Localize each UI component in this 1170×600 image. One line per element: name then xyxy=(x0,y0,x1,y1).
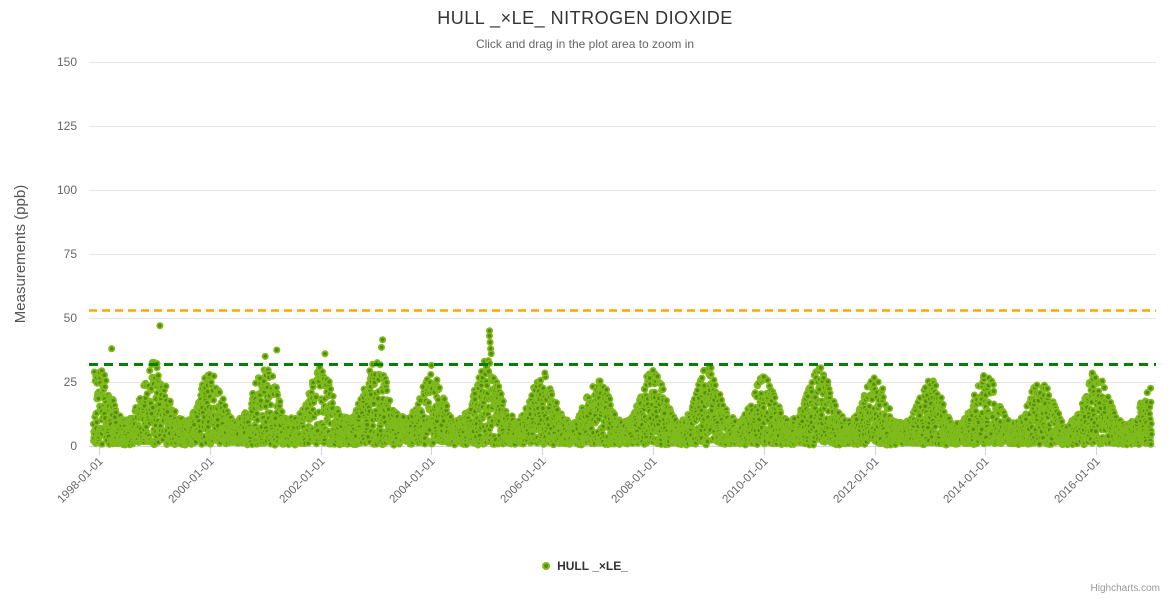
data-point[interactable] xyxy=(326,385,335,393)
data-point[interactable] xyxy=(499,397,507,405)
data-point[interactable] xyxy=(653,372,661,380)
data-point[interactable] xyxy=(611,410,619,419)
data-point[interactable] xyxy=(112,408,120,416)
data-point[interactable] xyxy=(253,410,261,418)
data-point[interactable] xyxy=(548,391,556,399)
data-point[interactable] xyxy=(276,398,284,406)
data-point[interactable] xyxy=(771,394,779,402)
data-point[interactable] xyxy=(552,399,560,407)
data-point[interactable] xyxy=(146,367,154,375)
data-point[interactable] xyxy=(443,402,451,410)
data-point[interactable] xyxy=(879,393,887,401)
x-axis-label: 2006-01-01 xyxy=(499,456,549,506)
data-point[interactable] xyxy=(267,401,275,409)
data-point[interactable] xyxy=(931,423,939,431)
data-point[interactable] xyxy=(707,370,715,378)
chart-title: HULL _×LE_ NITROGEN DIOXIDE xyxy=(437,8,733,28)
data-point[interactable] xyxy=(162,382,170,390)
data-point[interactable] xyxy=(495,382,503,391)
data-point[interactable] xyxy=(171,407,179,416)
data-point[interactable] xyxy=(221,402,229,410)
x-axis-label: 2004-01-01 xyxy=(388,456,438,506)
data-point[interactable] xyxy=(659,385,667,393)
data-point[interactable] xyxy=(596,377,604,385)
data-point[interactable] xyxy=(166,397,174,405)
x-axis-label: 2012-01-01 xyxy=(832,456,882,506)
data-point[interactable] xyxy=(776,409,785,417)
data-point[interactable] xyxy=(711,381,719,389)
y-axis-label: 125 xyxy=(57,119,77,133)
x-axis-label: 2008-01-01 xyxy=(610,456,660,506)
data-point[interactable] xyxy=(216,388,224,396)
data-point[interactable] xyxy=(716,390,724,399)
data-point[interactable] xyxy=(369,422,377,430)
data-point[interactable] xyxy=(383,387,391,395)
y-axis-label: 50 xyxy=(64,311,78,325)
y-axis-label: 25 xyxy=(64,375,78,389)
x-axis-label: 2010-01-01 xyxy=(721,456,771,506)
data-point[interactable] xyxy=(102,377,110,385)
data-point[interactable] xyxy=(269,372,277,380)
y-axis-label: 0 xyxy=(70,439,77,453)
data-point[interactable] xyxy=(328,399,336,407)
data-point[interactable] xyxy=(528,392,536,400)
data-point[interactable] xyxy=(101,383,109,391)
data-point[interactable] xyxy=(386,396,394,405)
x-axis-label: 2014-01-01 xyxy=(942,456,992,506)
data-point[interactable] xyxy=(606,395,614,403)
chart-subtitle: Click and drag in the plot area to zoom … xyxy=(475,37,695,51)
data-point[interactable] xyxy=(272,384,280,392)
data-point[interactable] xyxy=(602,386,611,394)
data-point[interactable] xyxy=(497,390,505,398)
x-axis-label: 2002-01-01 xyxy=(278,456,328,506)
data-point[interactable] xyxy=(278,408,286,416)
data-point[interactable] xyxy=(759,404,767,412)
data-point[interactable] xyxy=(100,371,108,379)
data-point[interactable] xyxy=(606,401,614,409)
data-point[interactable] xyxy=(210,372,218,380)
scatter-series xyxy=(89,322,1155,449)
data-point[interactable] xyxy=(435,384,443,392)
data-point[interactable] xyxy=(383,378,391,386)
y-axis-label: 150 xyxy=(57,55,77,69)
y-axis-label: 75 xyxy=(64,247,78,261)
data-point[interactable] xyxy=(210,396,218,404)
data-point[interactable] xyxy=(207,378,215,386)
data-point[interactable] xyxy=(219,395,227,403)
data-point[interactable] xyxy=(427,370,435,379)
x-axis-label: 2000-01-01 xyxy=(167,456,217,506)
data-point[interactable] xyxy=(824,377,832,386)
data-point[interactable] xyxy=(433,376,441,384)
data-point[interactable] xyxy=(693,386,702,394)
x-axis-label: 1998-01-01 xyxy=(56,456,106,506)
data-point[interactable] xyxy=(831,401,839,410)
data-point[interactable] xyxy=(662,397,671,405)
data-point[interactable] xyxy=(932,382,940,390)
y-axis-title: Measurements (ppb) xyxy=(12,185,29,323)
data-point[interactable] xyxy=(879,385,887,393)
x-axis-label: 2016-01-01 xyxy=(1053,456,1103,506)
data-point[interactable] xyxy=(808,379,816,387)
data-point[interactable] xyxy=(717,396,726,404)
y-axis-label: 100 xyxy=(57,183,77,197)
data-point[interactable] xyxy=(154,372,162,380)
data-point[interactable] xyxy=(325,378,333,386)
data-point[interactable] xyxy=(826,389,834,397)
data-point[interactable] xyxy=(885,404,894,413)
data-point[interactable] xyxy=(874,378,882,386)
data-point[interactable] xyxy=(329,392,337,400)
data-point[interactable] xyxy=(698,374,706,382)
data-point[interactable] xyxy=(98,440,106,448)
